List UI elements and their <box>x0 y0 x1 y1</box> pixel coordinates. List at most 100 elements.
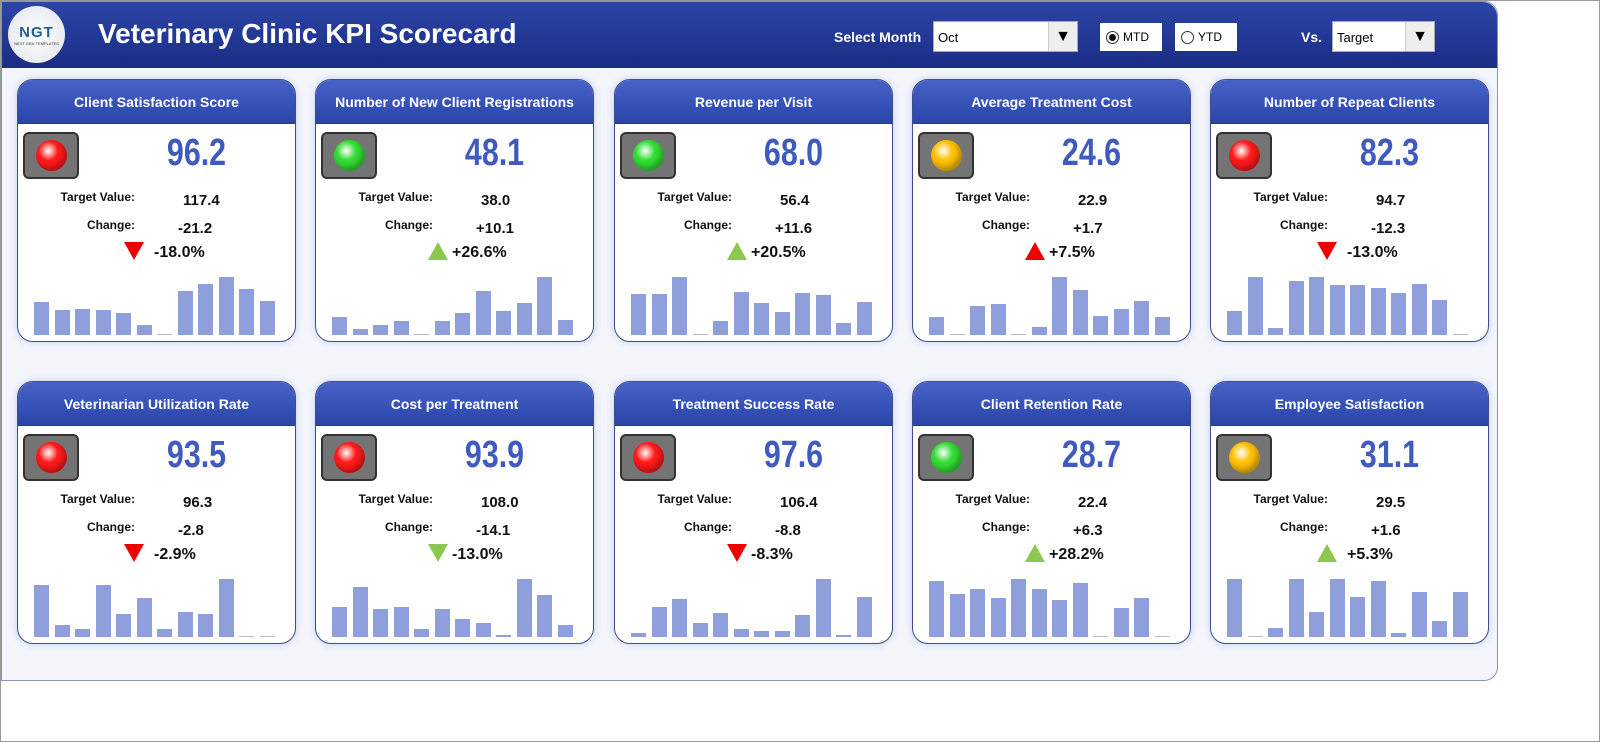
vs-dropdown[interactable]: Target ▼ <box>1332 21 1435 52</box>
ytd-radio[interactable]: YTD <box>1175 23 1237 51</box>
traffic-light-icon <box>321 132 377 179</box>
sparkline-bar <box>198 614 213 637</box>
sparkline-bar <box>1093 315 1108 335</box>
kpi-title: Revenue per Visit <box>615 80 892 124</box>
month-dropdown[interactable]: Oct ▼ <box>933 21 1078 52</box>
sparkline-bar <box>1247 635 1263 637</box>
sparkline-bar <box>136 597 152 637</box>
arrow-up-icon <box>1317 544 1337 562</box>
sparkline-bar <box>54 309 70 335</box>
target-value: 22.9 <box>1078 192 1108 209</box>
sparkline-bar <box>537 595 552 637</box>
logo-subtext: NEXT GEN TEMPLATES <box>14 40 59 46</box>
arrow-down-icon <box>428 544 448 562</box>
kpi-title: Client Satisfaction Score <box>18 80 295 124</box>
kpi-card: Average Treatment Cost 24.6 Target Value… <box>912 79 1191 342</box>
kpi-value: 31.1 <box>1359 434 1420 476</box>
sparkline-bar <box>393 607 409 637</box>
arrow-up-icon <box>428 242 448 260</box>
sparkline-bar <box>929 581 944 637</box>
change-label: Change: <box>982 218 1030 232</box>
sparkline-bar <box>218 579 234 637</box>
change-percent: +28.2% <box>1049 546 1104 563</box>
sparkline-bar <box>198 284 213 335</box>
sparkline-bar <box>1072 290 1088 335</box>
sparkline-bar <box>1011 579 1026 637</box>
sparkline-bar <box>836 635 851 637</box>
change-percent: -8.3% <box>751 546 793 563</box>
sparkline-bar <box>414 629 429 637</box>
traffic-light-icon <box>620 132 676 179</box>
sparkline-bar <box>218 277 234 335</box>
target-value: 108.0 <box>481 494 519 511</box>
sparkline-bar <box>1452 592 1468 637</box>
change-percent: -13.0% <box>452 546 503 563</box>
target-label: Target Value: <box>955 492 1030 506</box>
sparkline-chart <box>34 275 279 335</box>
sparkline-bar <box>455 619 470 637</box>
sparkline-bar <box>157 628 172 637</box>
sparkline-bar <box>116 614 131 637</box>
change-label: Change: <box>385 218 433 232</box>
sparkline-chart <box>332 275 577 335</box>
chevron-down-icon[interactable]: ▼ <box>1405 22 1434 51</box>
change-label: Change: <box>385 520 433 534</box>
sparkline-bar <box>1113 608 1129 637</box>
change-label: Change: <box>684 520 732 534</box>
target-label: Target Value: <box>1253 190 1328 204</box>
page-title: Veterinary Clinic KPI Scorecard <box>98 18 517 49</box>
sparkline-bar <box>1227 579 1242 637</box>
kpi-value: 96.2 <box>166 132 227 174</box>
sparkline-bar <box>516 303 532 335</box>
kpi-title: Cost per Treatment <box>316 382 593 426</box>
kpi-value: 68.0 <box>763 132 824 174</box>
sparkline-bar <box>177 612 193 637</box>
sparkline-bar <box>754 303 769 335</box>
kpi-title: Number of New Client Registrations <box>316 80 593 124</box>
target-value: 106.4 <box>780 494 818 511</box>
target-value: 94.7 <box>1376 192 1406 209</box>
sparkline-bar <box>557 320 573 335</box>
select-month-label: Select Month <box>834 29 922 45</box>
sparkline-bar <box>1052 599 1067 637</box>
sparkline-bar <box>631 633 646 637</box>
sparkline-bar <box>1227 310 1242 335</box>
sparkline-bar <box>1288 281 1304 335</box>
traffic-light-icon <box>321 434 377 481</box>
change-label: Change: <box>1280 218 1328 232</box>
kpi-card: Veterinarian Utilization Rate 93.5 Targe… <box>17 381 296 644</box>
sparkline-bar <box>1072 583 1088 637</box>
kpi-value: 28.7 <box>1061 434 1122 476</box>
mtd-radio[interactable]: MTD <box>1100 23 1162 51</box>
arrow-down-icon <box>1317 242 1337 260</box>
change-value: -14.1 <box>476 522 511 539</box>
radio-selected-icon <box>1106 30 1119 44</box>
sparkline-bar <box>795 615 810 637</box>
sparkline-bar <box>1309 612 1324 637</box>
sparkline-bar <box>496 635 511 637</box>
sparkline-bar <box>75 628 90 637</box>
change-percent: -18.0% <box>154 244 205 261</box>
sparkline-chart <box>929 577 1174 637</box>
change-value: -21.2 <box>178 220 213 237</box>
mtd-label: MTD <box>1123 30 1149 44</box>
sparkline-chart <box>929 275 1174 335</box>
status-bulb <box>930 442 962 473</box>
sparkline-bar <box>75 308 90 335</box>
sparkline-bar <box>713 613 728 637</box>
change-label: Change: <box>684 218 732 232</box>
target-label: Target Value: <box>657 190 732 204</box>
sparkline-bar <box>352 329 368 335</box>
sparkline-bar <box>1411 592 1427 637</box>
change-value: -2.8 <box>178 522 204 539</box>
sparkline-bar <box>1432 621 1447 637</box>
traffic-light-icon <box>23 132 79 179</box>
chevron-down-icon[interactable]: ▼ <box>1048 22 1077 51</box>
kpi-card: Cost per Treatment 93.9 Target Value: 10… <box>315 381 594 644</box>
sparkline-bar <box>177 291 193 335</box>
sparkline-bar <box>1411 283 1427 335</box>
change-label: Change: <box>87 520 135 534</box>
sparkline-bar <box>1093 635 1108 637</box>
sparkline-bar <box>631 294 646 335</box>
sparkline-bar <box>95 309 111 335</box>
